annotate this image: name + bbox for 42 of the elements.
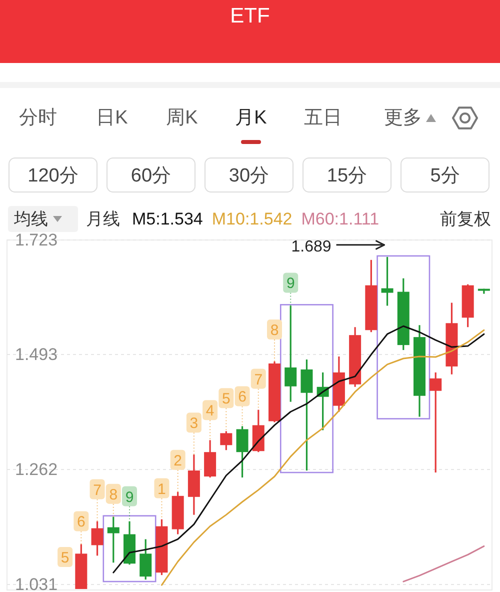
text: 日K <box>96 108 128 128</box>
text: M10:1.542 <box>212 210 292 228</box>
y-tick-label: 1.262 <box>15 460 58 480</box>
annotation: 5 <box>222 390 230 408</box>
text: 均线 <box>13 210 48 228</box>
y-tick-label: 1.493 <box>15 345 58 364</box>
candlestick <box>140 538 152 580</box>
text: M60:1.111 <box>301 210 380 228</box>
y-tick-label: 1.031 <box>15 575 58 592</box>
annotation: 7 <box>254 371 263 388</box>
annotation: 1.689 <box>291 238 332 256</box>
annotation: 8 <box>109 486 118 504</box>
line-series <box>402 545 485 582</box>
text: 120分 <box>28 166 78 186</box>
text: 分时 <box>19 108 57 128</box>
annotation: 5 <box>60 550 70 566</box>
text: 周K <box>166 108 198 128</box>
annotation: 6 <box>76 514 86 531</box>
text: 月线 <box>86 210 120 228</box>
text: M5:1.534 <box>132 210 203 228</box>
y-tick-label: 1.723 <box>15 230 58 250</box>
text: 15分 <box>326 166 368 186</box>
text: 5分 <box>430 166 460 186</box>
candlestick <box>381 256 394 307</box>
text: 60分 <box>130 166 172 186</box>
text: 30分 <box>228 166 270 186</box>
text: 前复权 <box>440 210 491 228</box>
annotation: 4 <box>206 402 214 420</box>
annotation: 2 <box>174 452 182 470</box>
candlestick <box>300 358 313 472</box>
text: 五日 <box>304 108 342 128</box>
annotation: 9 <box>286 275 295 292</box>
text: 月K <box>235 108 268 128</box>
chart-title: ETF <box>230 4 270 28</box>
candlestick <box>430 372 442 474</box>
annotation: 7 <box>93 482 102 499</box>
annotation: 6 <box>238 388 246 406</box>
annotation: 8 <box>270 322 279 339</box>
annotation: 3 <box>190 415 198 432</box>
annotation: 1 <box>158 480 166 498</box>
text: 更多 <box>384 108 422 128</box>
annotation: 9 <box>125 488 134 506</box>
